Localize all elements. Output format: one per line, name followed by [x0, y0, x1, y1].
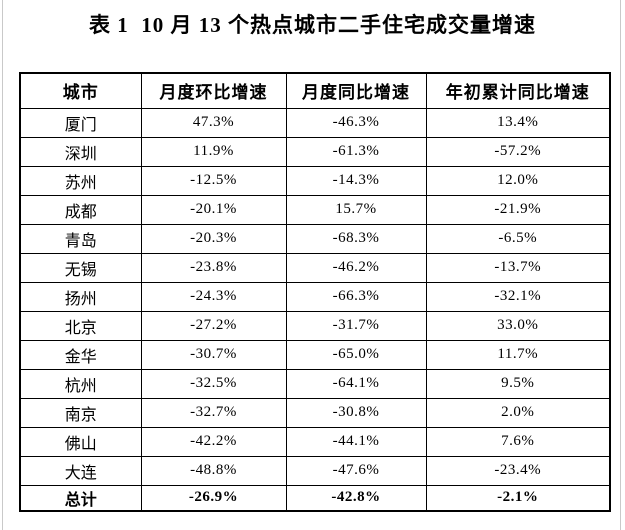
city-cell: 青岛	[19, 223, 142, 254]
value-cell: -42.2%	[140, 426, 287, 457]
total-label: 总计	[19, 484, 142, 511]
value-cell: 9.5%	[425, 368, 611, 399]
table-row: 金华 -30.7% -65.0% 11.7%	[19, 339, 611, 370]
table-header: 城市 月度环比增速 月度同比增速 年初累计同比增速	[19, 72, 611, 109]
header-yoy-growth: 月度同比增速	[285, 72, 427, 109]
value-cell: 33.0%	[425, 310, 611, 341]
table-row: 成都 -20.1% 15.7% -21.9%	[19, 194, 611, 225]
value-cell: -14.3%	[285, 165, 427, 196]
value-cell: -57.2%	[425, 136, 611, 167]
city-cell: 大连	[19, 455, 142, 486]
value-cell: 12.0%	[425, 165, 611, 196]
value-cell: -23.4%	[425, 455, 611, 486]
table-row: 深圳 11.9% -61.3% -57.2%	[19, 136, 611, 167]
city-cell: 北京	[19, 310, 142, 341]
table-row: 扬州 -24.3% -66.3% -32.1%	[19, 281, 611, 312]
value-cell: 2.0%	[425, 397, 611, 428]
value-cell: -12.5%	[140, 165, 287, 196]
value-cell: 11.9%	[140, 136, 287, 167]
value-cell: -6.5%	[425, 223, 611, 254]
city-cell: 杭州	[19, 368, 142, 399]
value-cell: 13.4%	[425, 107, 611, 138]
header-ytd-yoy-growth: 年初累计同比增速	[425, 72, 611, 109]
table-row: 青岛 -20.3% -68.3% -6.5%	[19, 223, 611, 254]
city-cell: 金华	[19, 339, 142, 370]
value-cell: -61.3%	[285, 136, 427, 167]
value-cell: -13.7%	[425, 252, 611, 283]
value-cell: -24.3%	[140, 281, 287, 312]
header-mom-growth: 月度环比增速	[140, 72, 287, 109]
value-cell: -48.8%	[140, 455, 287, 486]
value-cell: -20.1%	[140, 194, 287, 225]
value-cell: -68.3%	[285, 223, 427, 254]
value-cell: -44.1%	[285, 426, 427, 457]
value-cell: -30.8%	[285, 397, 427, 428]
total-ytd-value: -2.1%	[425, 484, 611, 511]
header-city: 城市	[19, 72, 142, 109]
city-cell: 厦门	[19, 107, 142, 138]
table-row: 无锡 -23.8% -46.2% -13.7%	[19, 252, 611, 283]
value-cell: 15.7%	[285, 194, 427, 225]
value-cell: -23.8%	[140, 252, 287, 283]
city-cell: 佛山	[19, 426, 142, 457]
city-growth-table: 城市 月度环比增速 月度同比增速 年初累计同比增速 厦门 47.3% -46.3% 1…	[19, 72, 611, 512]
value-cell: -32.7%	[140, 397, 287, 428]
table-row: 厦门 47.3% -46.3% 13.4%	[19, 107, 611, 138]
table-row: 大连 -48.8% -47.6% -23.4%	[19, 455, 611, 486]
city-cell: 成都	[19, 194, 142, 225]
table-row: 佛山 -42.2% -44.1% 7.6%	[19, 426, 611, 457]
header-row: 城市 月度环比增速 月度同比增速 年初累计同比增速	[19, 72, 611, 109]
value-cell: -31.7%	[285, 310, 427, 341]
table-row: 北京 -27.2% -31.7% 33.0%	[19, 310, 611, 341]
value-cell: -46.2%	[285, 252, 427, 283]
value-cell: -47.6%	[285, 455, 427, 486]
value-cell: -32.1%	[425, 281, 611, 312]
table-body: 厦门 47.3% -46.3% 13.4% 深圳 11.9% -61.3% -57.2% 苏州 -…	[19, 107, 611, 486]
page-right-edge-line	[620, 0, 621, 530]
value-cell: -46.3%	[285, 107, 427, 138]
value-cell: 11.7%	[425, 339, 611, 370]
page-left-edge-line	[2, 0, 3, 530]
table-row: 南京 -32.7% -30.8% 2.0%	[19, 397, 611, 428]
city-cell: 苏州	[19, 165, 142, 196]
total-yoy-value: -42.8%	[285, 484, 427, 511]
value-cell: -65.0%	[285, 339, 427, 370]
value-cell: -21.9%	[425, 194, 611, 225]
table-footer: 总计 -26.9% -42.8% -2.1%	[19, 484, 611, 511]
total-mom-value: -26.9%	[140, 484, 287, 511]
table-row: 苏州 -12.5% -14.3% 12.0%	[19, 165, 611, 196]
city-cell: 深圳	[19, 136, 142, 167]
value-cell: -32.5%	[140, 368, 287, 399]
table-row: 杭州 -32.5% -64.1% 9.5%	[19, 368, 611, 399]
city-cell: 南京	[19, 397, 142, 428]
value-cell: -20.3%	[140, 223, 287, 254]
value-cell: -66.3%	[285, 281, 427, 312]
total-row: 总计 -26.9% -42.8% -2.1%	[19, 484, 611, 511]
value-cell: -30.7%	[140, 339, 287, 370]
city-cell: 无锡	[19, 252, 142, 283]
value-cell: -27.2%	[140, 310, 287, 341]
value-cell: 7.6%	[425, 426, 611, 457]
city-cell: 扬州	[19, 281, 142, 312]
table-title: 表 1 10 月 13 个热点城市二手住宅成交量增速	[89, 13, 536, 37]
value-cell: -64.1%	[285, 368, 427, 399]
value-cell: 47.3%	[140, 107, 287, 138]
